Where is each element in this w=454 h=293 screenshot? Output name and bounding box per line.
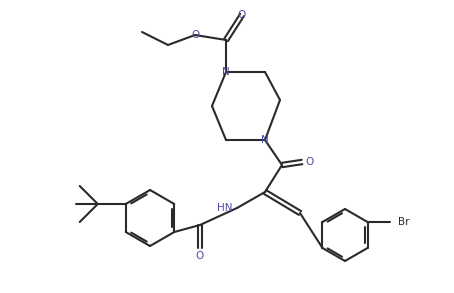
Text: O: O bbox=[196, 251, 204, 261]
Text: O: O bbox=[191, 30, 199, 40]
Text: N: N bbox=[222, 67, 230, 77]
Text: N: N bbox=[261, 135, 269, 145]
Text: O: O bbox=[306, 157, 314, 167]
Text: HN: HN bbox=[217, 203, 233, 213]
Text: Br: Br bbox=[398, 217, 409, 227]
Text: O: O bbox=[238, 10, 246, 20]
